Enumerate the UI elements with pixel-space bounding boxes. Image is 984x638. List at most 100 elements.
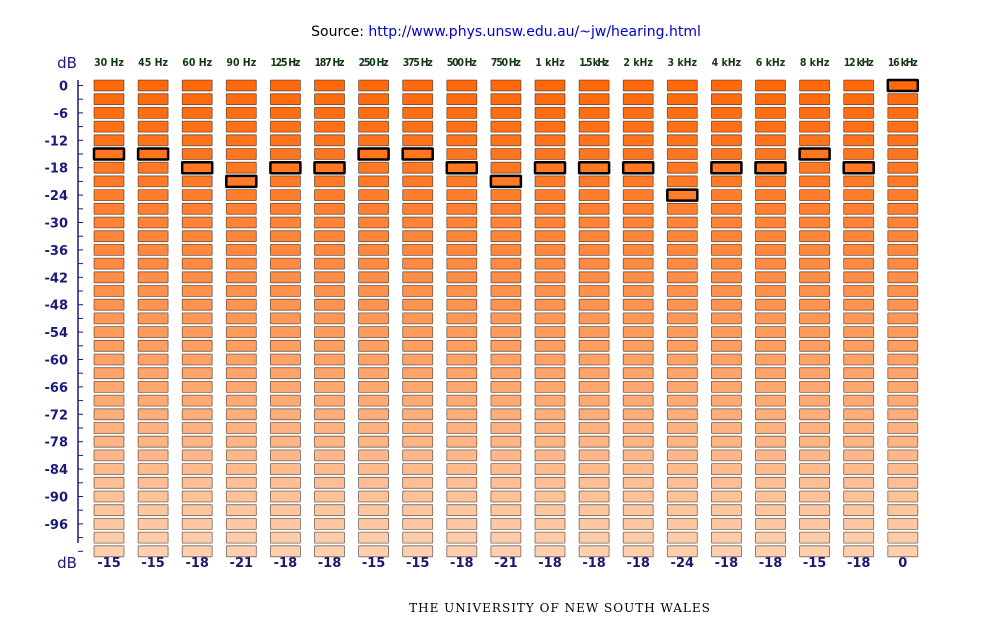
level-cell[interactable] <box>269 285 301 297</box>
level-cell[interactable] <box>843 353 875 366</box>
level-cell[interactable] <box>490 504 522 517</box>
level-cell[interactable] <box>711 353 742 366</box>
level-cell[interactable] <box>711 463 742 476</box>
level-cell[interactable] <box>843 271 875 284</box>
level-cell[interactable] <box>181 298 213 311</box>
level-cell[interactable] <box>402 531 434 544</box>
level-cell[interactable] <box>666 175 698 188</box>
level-cell[interactable] <box>269 476 301 489</box>
level-cell[interactable] <box>93 545 125 558</box>
level-cell[interactable] <box>402 408 434 421</box>
level-cell[interactable] <box>578 271 610 284</box>
level-cell[interactable] <box>93 504 125 517</box>
level-cell[interactable] <box>755 518 786 530</box>
level-cell[interactable] <box>225 148 257 160</box>
level-cell[interactable] <box>666 312 698 325</box>
level-cell[interactable] <box>799 394 830 407</box>
selected-level-cell[interactable] <box>798 147 831 161</box>
level-cell[interactable] <box>137 312 169 325</box>
level-cell[interactable] <box>314 298 345 311</box>
level-cell[interactable] <box>490 463 522 476</box>
level-cell[interactable] <box>799 134 830 147</box>
level-cell[interactable] <box>711 312 742 325</box>
level-cell[interactable] <box>666 93 698 106</box>
level-cell[interactable] <box>402 161 434 174</box>
level-cell[interactable] <box>534 545 566 558</box>
level-cell[interactable] <box>446 79 478 92</box>
level-cell[interactable] <box>711 93 742 106</box>
level-cell[interactable] <box>314 79 345 92</box>
level-cell[interactable] <box>269 216 301 229</box>
level-cell[interactable] <box>446 312 478 325</box>
level-cell[interactable] <box>843 202 875 215</box>
level-cell[interactable] <box>137 285 169 297</box>
level-cell[interactable] <box>799 367 830 380</box>
level-cell[interactable] <box>225 202 257 215</box>
level-cell[interactable] <box>269 230 301 243</box>
level-cell[interactable] <box>446 408 478 421</box>
level-cell[interactable] <box>225 449 257 462</box>
level-cell[interactable] <box>843 148 875 160</box>
level-cell[interactable] <box>93 189 125 202</box>
level-cell[interactable] <box>358 285 390 297</box>
level-cell[interactable] <box>490 285 522 297</box>
level-cell[interactable] <box>137 216 169 229</box>
level-cell[interactable] <box>314 189 345 202</box>
level-cell[interactable] <box>711 339 742 352</box>
level-cell[interactable] <box>711 531 742 544</box>
level-cell[interactable] <box>666 408 698 421</box>
level-cell[interactable] <box>843 408 875 421</box>
level-cell[interactable] <box>799 476 830 489</box>
level-cell[interactable] <box>755 435 786 448</box>
level-cell[interactable] <box>314 230 345 243</box>
level-cell[interactable] <box>887 463 919 476</box>
level-cell[interactable] <box>755 298 786 311</box>
level-cell[interactable] <box>887 175 919 188</box>
level-cell[interactable] <box>799 312 830 325</box>
level-cell[interactable] <box>490 161 522 174</box>
level-cell[interactable] <box>622 545 654 558</box>
level-cell[interactable] <box>622 380 654 393</box>
level-cell[interactable] <box>534 518 566 530</box>
level-cell[interactable] <box>181 202 213 215</box>
level-cell[interactable] <box>225 326 257 339</box>
level-cell[interactable] <box>93 216 125 229</box>
level-cell[interactable] <box>666 367 698 380</box>
level-cell[interactable] <box>887 312 919 325</box>
level-cell[interactable] <box>666 271 698 284</box>
level-cell[interactable] <box>843 120 875 133</box>
level-cell[interactable] <box>402 367 434 380</box>
level-cell[interactable] <box>269 134 301 147</box>
level-cell[interactable] <box>490 298 522 311</box>
level-cell[interactable] <box>137 230 169 243</box>
level-cell[interactable] <box>755 148 786 160</box>
level-cell[interactable] <box>314 545 345 558</box>
selected-level-cell[interactable] <box>313 160 346 175</box>
level-cell[interactable] <box>358 257 390 270</box>
level-cell[interactable] <box>490 271 522 284</box>
level-cell[interactable] <box>225 476 257 489</box>
level-cell[interactable] <box>181 394 213 407</box>
level-cell[interactable] <box>402 490 434 503</box>
level-cell[interactable] <box>402 175 434 188</box>
level-cell[interactable] <box>711 271 742 284</box>
level-cell[interactable] <box>666 230 698 243</box>
selected-level-cell[interactable] <box>92 147 126 161</box>
level-cell[interactable] <box>490 148 522 160</box>
level-cell[interactable] <box>225 504 257 517</box>
level-cell[interactable] <box>622 285 654 297</box>
level-cell[interactable] <box>887 285 919 297</box>
level-cell[interactable] <box>755 216 786 229</box>
level-cell[interactable] <box>269 202 301 215</box>
level-cell[interactable] <box>843 504 875 517</box>
level-cell[interactable] <box>666 449 698 462</box>
level-cell[interactable] <box>755 463 786 476</box>
level-cell[interactable] <box>93 120 125 133</box>
level-cell[interactable] <box>666 422 698 434</box>
level-cell[interactable] <box>402 380 434 393</box>
level-cell[interactable] <box>490 367 522 380</box>
level-cell[interactable] <box>711 257 742 270</box>
level-cell[interactable] <box>314 476 345 489</box>
level-cell[interactable] <box>181 422 213 434</box>
level-cell[interactable] <box>93 271 125 284</box>
